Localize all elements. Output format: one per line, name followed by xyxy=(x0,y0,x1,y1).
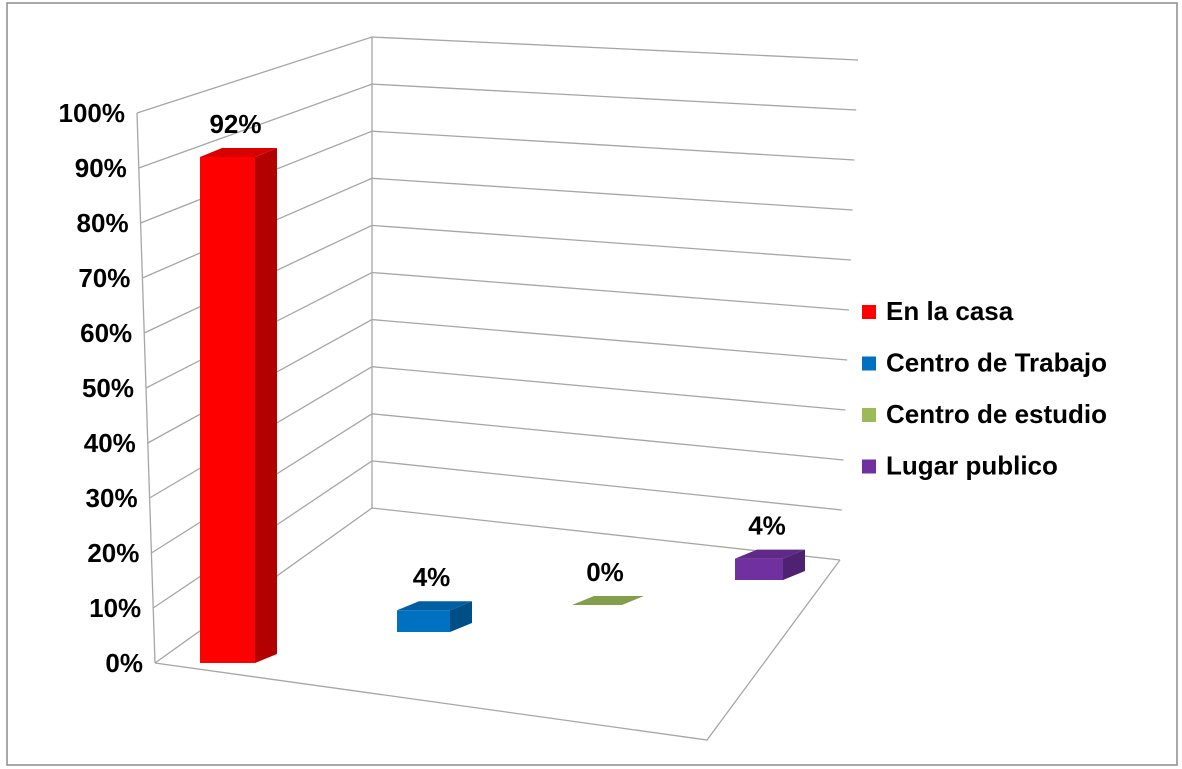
y-tick-label: 100% xyxy=(59,98,126,128)
bar xyxy=(397,601,472,632)
bar-front xyxy=(735,558,783,580)
y-tick-label: 90% xyxy=(75,153,127,183)
y-tick-label: 50% xyxy=(82,373,134,403)
floor-edge xyxy=(154,559,841,741)
bar-top xyxy=(572,596,644,605)
bar xyxy=(200,148,277,663)
bar-top xyxy=(735,549,805,559)
legend-swatch xyxy=(862,356,876,371)
y-tick-label: 60% xyxy=(80,318,132,348)
data-label: 4% xyxy=(748,510,786,540)
bar-side xyxy=(783,549,805,580)
bar-side xyxy=(255,148,277,663)
y-tick-label: 10% xyxy=(89,593,141,623)
legend-label: Centro de Trabajo xyxy=(886,347,1107,377)
bar xyxy=(572,596,644,605)
grid-line xyxy=(138,83,857,169)
y-tick-label: 40% xyxy=(84,428,136,458)
y-tick-label: 30% xyxy=(86,483,138,513)
y-tick-label: 70% xyxy=(78,263,130,293)
legend-label: Lugar publico xyxy=(886,450,1058,480)
legend-swatch xyxy=(862,305,876,319)
bar-top xyxy=(200,148,277,157)
bar-top xyxy=(397,601,472,611)
legend-swatch xyxy=(862,459,876,474)
data-label: 4% xyxy=(413,562,451,592)
y-tick-label: 20% xyxy=(87,538,139,568)
data-label: 0% xyxy=(586,557,624,587)
bar xyxy=(735,549,805,580)
legend-label: Centro de estudio xyxy=(886,399,1107,429)
data-label: 92% xyxy=(209,109,261,139)
chart-border xyxy=(6,2,1178,766)
y-tick-label: 80% xyxy=(77,208,129,238)
grid-line xyxy=(136,36,859,114)
bar-front xyxy=(200,157,255,663)
bar-side xyxy=(450,601,472,632)
y-tick-label: 0% xyxy=(105,648,143,678)
legend-swatch xyxy=(862,408,876,422)
bar-front xyxy=(397,610,450,632)
legend-label: En la casa xyxy=(886,296,1014,326)
